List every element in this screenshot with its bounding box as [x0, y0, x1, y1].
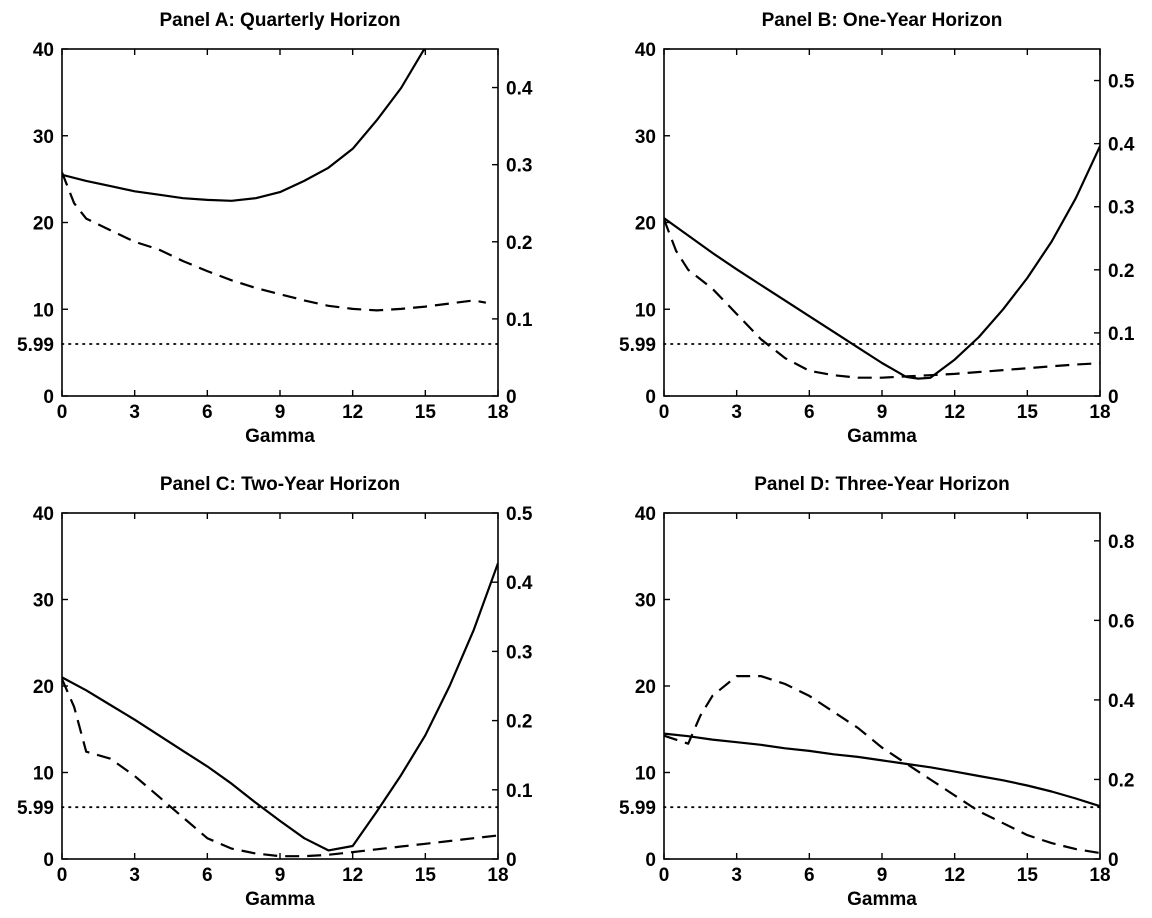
- x-tick-label: 18: [487, 865, 508, 886]
- x-tick-label: 15: [415, 402, 437, 423]
- y2-tick-label: 0.4: [1108, 135, 1135, 156]
- x-tick-label: 6: [202, 865, 213, 886]
- y-tick-label: 0: [645, 387, 656, 408]
- y2-tick-label: 0.5: [506, 504, 533, 525]
- x-tick-label: 18: [487, 402, 508, 423]
- x-tick-label: 0: [57, 865, 68, 886]
- x-tick-label: 12: [944, 402, 965, 423]
- y-tick-label: 10: [635, 300, 656, 321]
- y2-tick-label: 0.4: [506, 79, 533, 100]
- y2-tick-label: 0.3: [1108, 198, 1134, 219]
- x-tick-label: 0: [659, 402, 670, 423]
- y2-tick-label: 0.6: [1108, 611, 1134, 632]
- x-tick-label: 9: [877, 402, 888, 423]
- x-tick-label: 15: [1017, 402, 1039, 423]
- y2-tick-label: 0: [1108, 387, 1119, 408]
- y2-tick-label: 0.1: [1108, 324, 1135, 345]
- x-tick-label: 3: [731, 865, 742, 886]
- x-tick-label: 18: [1089, 402, 1110, 423]
- x-tick-label: 0: [659, 865, 670, 886]
- dashed-series-line: [62, 171, 487, 312]
- dashed-series-line: [664, 218, 1100, 379]
- y-tick-label-critical: 5.99: [619, 798, 656, 819]
- x-tick-label: 9: [877, 865, 888, 886]
- y-tick-label: 30: [33, 127, 54, 148]
- y-tick-label: 30: [635, 127, 656, 148]
- y-tick-label: 20: [635, 677, 656, 698]
- y2-tick-label: 0.2: [1108, 770, 1134, 791]
- y2-tick-label: 0.3: [506, 642, 532, 663]
- y2-tick-label: 0.2: [506, 233, 532, 254]
- y2-tick-label: 0.2: [506, 712, 532, 733]
- x-tick-label: 6: [804, 402, 815, 423]
- y2-tick-label: 0.1: [506, 310, 533, 331]
- x-axis-label: Gamma: [245, 426, 315, 447]
- y2-tick-label: 0.8: [1108, 532, 1134, 553]
- y2-tick-label: 0.1: [506, 781, 533, 802]
- x-tick-label: 0: [57, 402, 68, 423]
- x-tick-label: 3: [731, 402, 742, 423]
- x-tick-label: 9: [275, 402, 286, 423]
- panel-title: Panel A: Quarterly Horizon: [159, 10, 400, 31]
- y2-tick-label: 0.5: [1108, 72, 1135, 93]
- dashed-series-line: [664, 675, 1100, 855]
- y2-tick-label: 0: [506, 387, 517, 408]
- y-tick-label-critical: 5.99: [17, 335, 54, 356]
- y-tick-label: 20: [33, 677, 54, 698]
- x-axis-label: Gamma: [847, 426, 917, 447]
- x-tick-label: 9: [275, 865, 286, 886]
- x-tick-label: 12: [342, 402, 363, 423]
- y-tick-label: 40: [33, 504, 54, 525]
- solid-series-line: [664, 732, 1100, 808]
- panel-title: Panel D: Three-Year Horizon: [754, 474, 1010, 495]
- y-tick-label: 0: [43, 850, 54, 871]
- y2-tick-label: 0.3: [506, 156, 532, 177]
- y-tick-label: 20: [33, 214, 54, 235]
- y-tick-label: 40: [33, 40, 54, 61]
- y2-tick-label: 0: [506, 850, 517, 871]
- y-tick-label-critical: 5.99: [619, 335, 656, 356]
- y-tick-label: 10: [33, 764, 54, 785]
- y2-tick-label: 0.2: [1108, 261, 1134, 282]
- panel-title: Panel B: One-Year Horizon: [762, 10, 1003, 31]
- x-tick-label: 15: [1017, 865, 1039, 886]
- x-tick-label: 6: [202, 402, 213, 423]
- y-tick-label: 0: [43, 387, 54, 408]
- solid-series-line: [62, 49, 426, 202]
- solid-series-line: [664, 145, 1100, 380]
- y-tick-label: 20: [635, 214, 656, 235]
- solid-series-line: [62, 562, 498, 852]
- x-tick-label: 3: [129, 402, 140, 423]
- y-tick-label: 30: [635, 591, 656, 612]
- dashed-series-line: [62, 678, 498, 858]
- y-tick-label-critical: 5.99: [17, 798, 54, 819]
- x-axis-label: Gamma: [245, 889, 315, 910]
- x-axis-label: Gamma: [847, 889, 917, 910]
- y-tick-label: 10: [635, 764, 656, 785]
- y-tick-label: 10: [33, 300, 54, 321]
- x-tick-label: 12: [944, 865, 965, 886]
- y2-tick-label: 0: [1108, 850, 1119, 871]
- y-tick-label: 40: [635, 504, 656, 525]
- y-tick-label: 30: [33, 591, 54, 612]
- y2-tick-label: 0.4: [506, 573, 533, 594]
- x-tick-label: 3: [129, 865, 140, 886]
- panel-title: Panel C: Two-Year Horizon: [160, 474, 400, 495]
- y-tick-label: 0: [645, 850, 656, 871]
- y2-tick-label: 0.4: [1108, 691, 1135, 712]
- x-tick-label: 18: [1089, 865, 1110, 886]
- x-tick-label: 12: [342, 865, 363, 886]
- y-tick-label: 40: [635, 40, 656, 61]
- x-tick-label: 6: [804, 865, 815, 886]
- x-tick-label: 15: [415, 865, 437, 886]
